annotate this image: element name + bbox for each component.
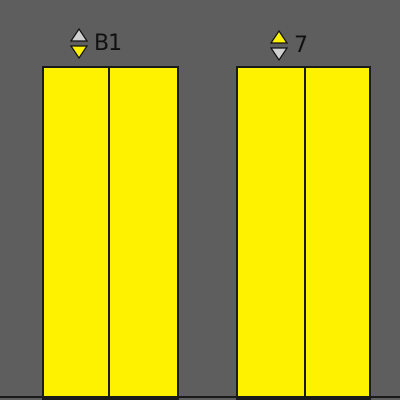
- elevator-1-floor-display: B1: [94, 30, 122, 56]
- elevator-2-floor-display: 7: [294, 32, 308, 58]
- floor-line: [0, 396, 400, 398]
- elevator-1-right-door[interactable]: [108, 66, 179, 400]
- elevator-2[interactable]: [236, 66, 371, 400]
- up-arrow-icon: [270, 30, 288, 44]
- elevator-2-right-door[interactable]: [304, 66, 371, 400]
- elevator-1-direction-arrows: [70, 28, 88, 59]
- up-arrow-icon: [70, 28, 88, 42]
- down-arrow-icon: [270, 47, 288, 61]
- elevator-1-indicator: B1: [70, 28, 122, 59]
- elevator-1-left-door[interactable]: [42, 66, 110, 400]
- elevator-1[interactable]: [42, 66, 179, 400]
- elevator-2-indicator: 7: [270, 30, 308, 61]
- down-arrow-icon: [70, 45, 88, 59]
- elevator-2-direction-arrows: [270, 30, 288, 61]
- elevator-2-left-door[interactable]: [236, 66, 306, 400]
